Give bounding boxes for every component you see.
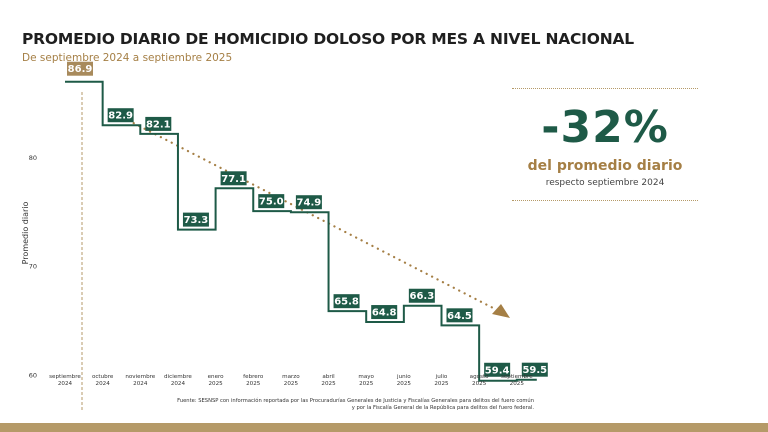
chart-title: PROMEDIO DIARIO DE HOMICIDIO DOLOSO POR … <box>22 30 634 48</box>
x-tick-year: 2025 <box>208 381 223 387</box>
data-label-box <box>408 288 435 303</box>
data-label-box <box>295 195 322 210</box>
series-line <box>65 80 537 382</box>
x-tick-year: 2025 <box>472 381 487 387</box>
x-tick-year: 2025 <box>246 381 261 387</box>
source-note: Fuente: SESNSP con información reportada… <box>150 398 534 411</box>
x-tick-label: abril <box>322 374 335 380</box>
data-label: 64.8 <box>372 308 397 319</box>
data-label: 75.0 <box>259 197 284 208</box>
data-label-box <box>145 116 172 131</box>
y-tick-label: 80 <box>29 154 37 162</box>
data-label-box <box>446 308 473 323</box>
y-tick-label: 70 <box>29 263 37 271</box>
data-label: 82.1 <box>146 119 171 130</box>
x-tick-label: noviembre <box>125 374 155 380</box>
x-tick-year: 2024 <box>96 381 111 387</box>
x-tick-year: 2024 <box>133 381 148 387</box>
y-axis-label: Promedio diario <box>21 202 30 265</box>
data-label-box <box>484 362 511 377</box>
x-tick-year: 2024 <box>58 381 73 387</box>
data-label-box <box>67 61 93 76</box>
x-tick-label: diciembre <box>164 374 192 380</box>
x-tick-label: septiembre <box>501 374 533 380</box>
data-label-box <box>220 171 247 186</box>
data-label-box <box>333 294 360 309</box>
trend-line <box>110 110 499 312</box>
data-label-box <box>521 362 548 377</box>
x-tick-label: octubre <box>92 374 114 380</box>
data-label: 59.5 <box>522 365 547 376</box>
x-tick-year: 2025 <box>321 381 336 387</box>
x-tick-year: 2025 <box>434 381 449 387</box>
data-label: 64.5 <box>447 311 472 322</box>
chart-subtitle: De septiembre 2024 a septiembre 2025 <box>22 52 233 64</box>
data-label-box <box>371 305 398 320</box>
data-label: 59.4 <box>485 365 510 376</box>
data-label-box <box>182 212 209 227</box>
x-tick-year: 2025 <box>359 381 374 387</box>
y-tick-label: 60 <box>29 371 37 379</box>
x-tick-label: febrero <box>243 374 264 380</box>
data-label: 86.9 <box>68 64 93 75</box>
x-tick-label: marzo <box>282 374 300 380</box>
x-tick-label: agosto <box>470 374 490 380</box>
kpi-divider-bottom <box>512 200 698 201</box>
x-tick-label: mayo <box>358 374 374 380</box>
kpi-panel: -32% del promedio diario respecto septie… <box>512 88 698 201</box>
data-label: 74.9 <box>297 198 322 209</box>
kpi-value: -32% <box>541 102 669 153</box>
x-tick-label: junio <box>396 374 411 380</box>
data-label: 73.3 <box>184 215 209 226</box>
source-line-1: Fuente: SESNSP con información reportada… <box>177 398 534 404</box>
kpi-divider-top <box>512 88 698 89</box>
trend-arrowhead <box>492 304 510 318</box>
x-tick-label: enero <box>208 374 225 380</box>
x-tick-year: 2025 <box>397 381 412 387</box>
data-label-box <box>107 108 134 123</box>
data-label: 82.9 <box>108 111 133 122</box>
x-tick-year: 2025 <box>510 381 525 387</box>
x-tick-label: septiembre <box>49 374 81 380</box>
kpi-label: del promedio diario <box>527 158 683 174</box>
bottom-bar <box>0 423 768 432</box>
data-label: 66.3 <box>410 291 435 302</box>
x-tick-year: 2025 <box>284 381 299 387</box>
x-tick-year: 2024 <box>171 381 186 387</box>
data-label: 77.1 <box>221 174 246 185</box>
kpi-sublabel: respecto septiembre 2024 <box>545 178 665 188</box>
x-tick-label: julio <box>435 374 448 380</box>
data-label: 65.8 <box>334 297 359 308</box>
data-label-box <box>258 194 285 209</box>
source-line-2: y por la Fiscalía General de la Repúblic… <box>351 404 534 411</box>
